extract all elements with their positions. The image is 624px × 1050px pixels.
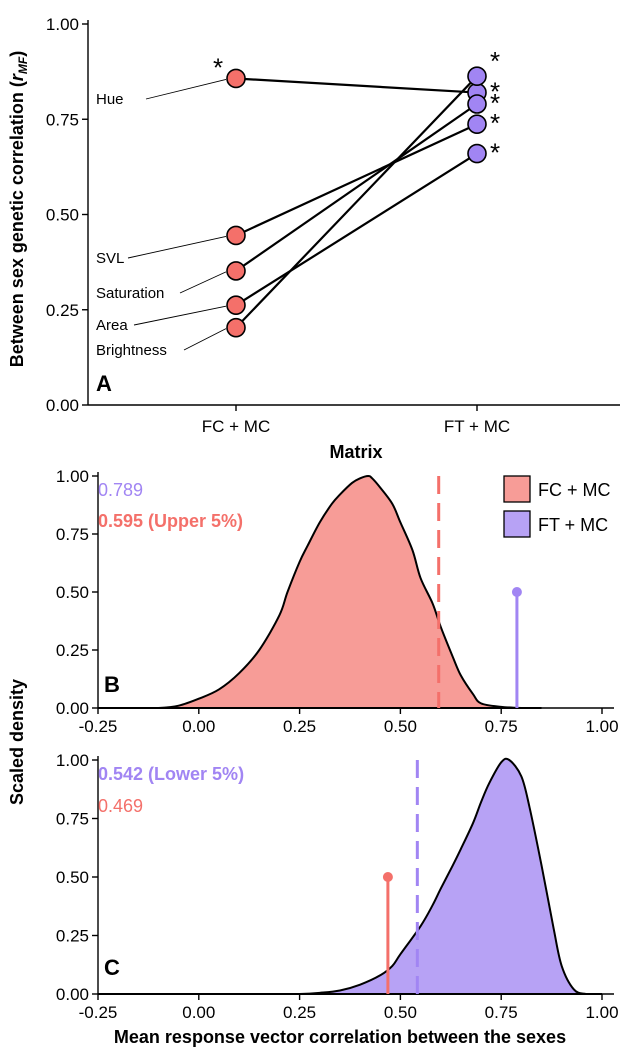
leader-line-hue [145, 79, 227, 100]
significance-star-right: * [490, 108, 500, 138]
panel-b-letter: B [104, 672, 120, 697]
x-tick-label: 0.25 [283, 1003, 316, 1022]
panel-a-points [226, 66, 487, 338]
panel-a-y-tick-label: 0.75 [46, 110, 79, 129]
panel-b-x-axis: -0.25 0.00 0.25 0.50 0.75 1.00 [79, 707, 619, 736]
legend-label-ft-mc: FT + MC [538, 515, 608, 535]
panel-c-x-axis: -0.25 0.00 0.25 0.50 0.75 1.00 [79, 993, 619, 1022]
y-tick-label: 0.50 [56, 583, 89, 602]
significance-star-right: * [490, 77, 500, 107]
panel-a-trait-leader-lines [127, 79, 227, 351]
significance-star-right: * [490, 88, 500, 118]
legend-swatch-fc-mc [503, 475, 531, 503]
panel-a-letter: A [96, 371, 112, 396]
series-line-area [235, 152, 478, 307]
trait-label-brightness: Brightness [96, 342, 167, 359]
panel-c-threshold-label: 0.542 (Lower 5%) [98, 764, 244, 784]
legend-swatch-ft-mc [503, 510, 531, 538]
y-tick-label: 0.50 [56, 868, 89, 887]
panel-c-letter: C [104, 955, 120, 980]
panel-b-density [97, 474, 542, 710]
x-tick-label: 0.75 [485, 1003, 518, 1022]
trait-label-hue: Hue [96, 91, 124, 108]
panel-b-observed-label: 0.789 [98, 480, 143, 500]
panel-c-density [98, 757, 603, 996]
panel-b-threshold-label: 0.595 (Upper 5%) [98, 511, 243, 531]
point-ft-mc-area [467, 143, 487, 164]
trait-label-area: Area [96, 317, 128, 334]
panel-c-x-title: Mean response vector correlation between… [114, 1027, 566, 1047]
x-tick-label: 1.00 [585, 1003, 618, 1022]
leader-line-svl [127, 236, 227, 259]
panel-c: 0.000.250.500.751.00 -0.25 0.00 0.25 0.50 0.… [56, 751, 619, 1047]
panel-a-x-axis: FC + MC FT + MC [88, 404, 620, 436]
panel-a-y-title: Between sex genetic correlation (rMF) [7, 51, 30, 367]
legend-label-fc-mc: FC + MC [538, 480, 611, 500]
y-tick-label: 0.00 [56, 985, 89, 1004]
x-tick-label: 0.50 [384, 717, 417, 736]
x-tick-label: -0.25 [79, 717, 118, 736]
leader-line-saturation [179, 271, 227, 294]
significance-star-right: * [490, 138, 500, 168]
y-tick-label: 0.00 [56, 699, 89, 718]
x-tick-label: 1.00 [585, 717, 618, 736]
point-ft-mc-saturation [467, 94, 487, 114]
point-fc-mc-saturation [226, 261, 246, 281]
panel-b: 0.000.250.500.751.00 -0.25 0.00 0.25 0.50 0.… [56, 467, 619, 736]
significance-star-left: * [213, 52, 223, 82]
series-line-saturation [235, 103, 478, 272]
panel-a-y-axis: 0.00 0.25 0.50 0.75 1.00 [46, 15, 89, 415]
panel-a-x-title: Matrix [329, 442, 382, 462]
x-tick-label: 0.00 [182, 717, 215, 736]
leader-line-area [133, 305, 227, 326]
leader-line-brightness [183, 328, 227, 351]
point-ft-mc-brightness [467, 66, 487, 86]
panel-c-y-axis: 0.00 0.25 0.50 0.75 1.00 [56, 751, 99, 1004]
panel-a-significance-stars: * ***** [213, 46, 500, 167]
x-tick-label: 0.75 [485, 717, 518, 736]
panel-a-y-tick-label: 1.00 [46, 15, 79, 34]
y-tick-label: 0.75 [56, 810, 89, 829]
y-tick-label: 0.75 [56, 525, 89, 544]
y-tick-label: 1.00 [56, 467, 89, 486]
panel-a-x-tick-label: FT + MC [444, 417, 510, 436]
series-line-brightness [235, 75, 478, 329]
panel-c-observed-label: 0.469 [98, 796, 143, 816]
trait-label-svl: SVL [96, 250, 124, 267]
panel-a-x-tick-label: FC + MC [202, 417, 270, 436]
x-tick-label: 0.25 [283, 717, 316, 736]
x-tick-label: 0.00 [182, 1003, 215, 1022]
density-curve-fc-mc [97, 474, 542, 710]
series-line-svl [235, 123, 478, 237]
legend: FC + MC FT + MC [503, 475, 611, 538]
shared-y-title: Scaled density [7, 679, 27, 805]
panel-c-markers [382, 760, 419, 994]
point-ft-mc-svl [467, 114, 487, 135]
density-curve-ft-mc [98, 757, 603, 996]
panel-a-y-tick-label: 0.50 [46, 206, 79, 225]
observed-point [382, 872, 393, 882]
significance-star-right: * [490, 46, 500, 76]
panel-a: 0.00 0.25 0.50 0.75 1.00 FC + MC FT + MC Hue S… [7, 15, 620, 462]
panel-a-trait-labels: Hue SVL Saturation Area Brightness [96, 91, 167, 359]
observed-point [511, 587, 522, 597]
panel-b-y-axis: 0.00 0.25 0.50 0.75 1.00 [56, 467, 99, 718]
point-fc-mc-svl [226, 225, 246, 246]
point-fc-mc-brightness [226, 317, 246, 338]
panel-a-series-lines [235, 75, 478, 329]
point-fc-mc-hue [226, 68, 246, 89]
y-tick-label: 0.25 [56, 641, 89, 660]
y-tick-label: 1.00 [56, 751, 89, 770]
trait-label-saturation: Saturation [96, 285, 164, 302]
series-line-hue [235, 77, 478, 94]
point-fc-mc-area [226, 295, 246, 315]
y-tick-label: 0.25 [56, 927, 89, 946]
panel-a-y-tick-label: 0.25 [46, 301, 79, 320]
x-tick-label: 0.50 [384, 1003, 417, 1022]
panel-b-markers [437, 476, 522, 708]
x-tick-label: -0.25 [79, 1003, 118, 1022]
panel-a-y-tick-label: 0.00 [46, 396, 79, 415]
